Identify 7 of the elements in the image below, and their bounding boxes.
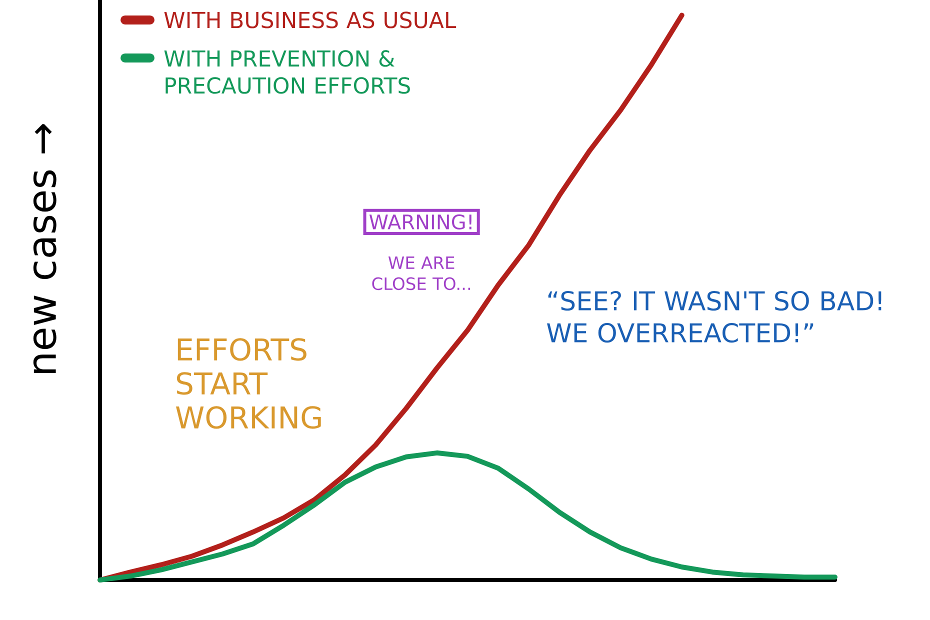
legend-label: WITH BUSINESS AS USUAL [164,12,456,28]
annotation: “SEE? IT WASN'T SO BAD! WE OVERREACTED!” [546,290,882,343]
annotation: EFFORTS START WORKING [176,338,321,429]
annotation: WARNING! [369,214,472,230]
y-axis-title: new cases → [33,124,56,373]
legend-label: WITH PREVENTION & PRECAUTION EFFORTS [164,50,410,94]
annotation: WE ARE CLOSE TO... [372,256,470,290]
